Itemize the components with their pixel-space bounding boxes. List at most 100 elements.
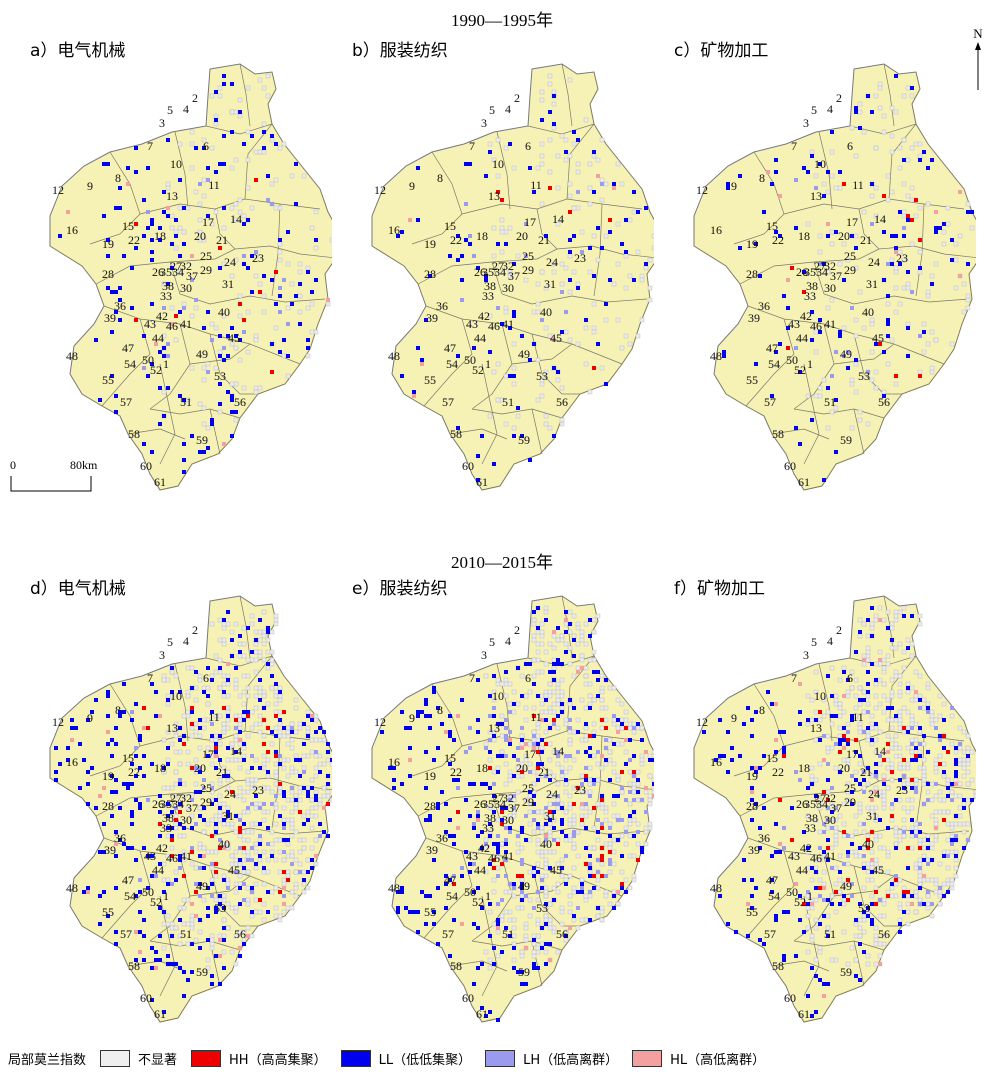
grid-cell-hl bbox=[794, 882, 798, 886]
grid-cell-hh bbox=[298, 810, 302, 814]
grid-cell-ll bbox=[870, 662, 874, 666]
grid-cell-ns bbox=[245, 157, 251, 163]
grid-cell-ns bbox=[893, 753, 899, 759]
grid-cell-ns bbox=[551, 689, 557, 695]
grid-cell-ns bbox=[277, 145, 283, 151]
grid-cell-ll bbox=[520, 886, 524, 890]
region-number: 1 bbox=[807, 357, 813, 371]
grid-cell-hl bbox=[322, 806, 326, 810]
grid-cell-ns bbox=[583, 733, 589, 739]
grid-cell-ll bbox=[858, 782, 862, 786]
grid-cell-ns bbox=[631, 729, 637, 735]
grid-cell-ns bbox=[901, 137, 907, 143]
grid-cell-ll bbox=[882, 394, 886, 398]
grid-cell-ns bbox=[189, 913, 195, 919]
grid-cell-ns bbox=[873, 369, 879, 375]
grid-cell-ll bbox=[584, 826, 588, 830]
grid-cell-lh bbox=[890, 802, 894, 806]
grid-cell-ll bbox=[786, 910, 790, 914]
grid-cell-lh bbox=[290, 862, 294, 866]
grid-cell-ns bbox=[265, 665, 271, 671]
grid-cell-ns bbox=[515, 413, 521, 419]
grid-cell-ns bbox=[201, 377, 207, 383]
grid-cell-ll bbox=[508, 142, 512, 146]
grid-cell-ll bbox=[130, 846, 134, 850]
grid-cell-hh bbox=[790, 838, 794, 842]
grid-cell-ll bbox=[134, 798, 138, 802]
grid-cell-ns bbox=[897, 693, 903, 699]
grid-cell-ll bbox=[250, 650, 254, 654]
grid-cell-ns bbox=[917, 369, 923, 375]
grid-cell-ll bbox=[830, 810, 834, 814]
grid-cell-ll bbox=[424, 702, 428, 706]
grid-cell-lh bbox=[190, 798, 194, 802]
grid-cell-ns bbox=[909, 697, 915, 703]
grid-cell-ll bbox=[496, 1018, 500, 1022]
grid-cell-hl bbox=[238, 946, 242, 950]
grid-cell-lh bbox=[270, 202, 274, 206]
grid-cell-hh bbox=[894, 878, 898, 882]
grid-cell-lh bbox=[242, 254, 246, 258]
grid-cell-ns bbox=[265, 809, 271, 815]
grid-cell-ns bbox=[181, 301, 187, 307]
grid-cell-ns bbox=[603, 805, 609, 811]
grid-cell-lh bbox=[568, 726, 572, 730]
grid-cell-ns bbox=[559, 677, 565, 683]
grid-cell-ns bbox=[917, 673, 923, 679]
grid-cell-ns bbox=[253, 657, 259, 663]
grid-cell-ll bbox=[452, 834, 456, 838]
grid-cell-ll bbox=[612, 894, 616, 898]
region-number: 47 bbox=[444, 873, 456, 887]
grid-cell-ll bbox=[512, 754, 516, 758]
grid-cell-ns bbox=[273, 613, 279, 619]
grid-cell-hh bbox=[886, 742, 890, 746]
grid-cell-ns bbox=[229, 757, 235, 763]
grid-cell-ll bbox=[806, 902, 810, 906]
grid-cell-ll bbox=[150, 998, 154, 1002]
grid-cell-ns bbox=[917, 873, 923, 879]
grid-cell-ns bbox=[193, 729, 199, 735]
grid-cell-ns bbox=[317, 797, 323, 803]
grid-cell-ll bbox=[750, 734, 754, 738]
grid-cell-ns bbox=[841, 801, 847, 807]
grid-cell-ns bbox=[885, 849, 891, 855]
grid-cell-ll bbox=[158, 958, 162, 962]
grid-cell-ns bbox=[277, 733, 283, 739]
grid-cell-ll bbox=[400, 782, 404, 786]
grid-cell-ll bbox=[278, 718, 282, 722]
grid-cell-ns bbox=[623, 333, 629, 339]
grid-cell-ns bbox=[873, 749, 879, 755]
grid-cell-hh bbox=[214, 746, 218, 750]
legend-swatch-ll bbox=[340, 1049, 371, 1067]
grid-cell-ns bbox=[583, 665, 589, 671]
region-number: 60 bbox=[462, 459, 474, 473]
grid-cell-ll bbox=[460, 278, 464, 282]
grid-cell-ns bbox=[325, 757, 331, 763]
grid-cell-ns bbox=[913, 821, 919, 827]
grid-cell-ll bbox=[444, 830, 448, 834]
grid-cell-ns bbox=[921, 741, 927, 747]
panel-label-d: d）电气机械 bbox=[30, 579, 126, 599]
grid-cell-ll bbox=[114, 930, 118, 934]
grid-cell-ll bbox=[114, 742, 118, 746]
grid-cell-ns bbox=[161, 673, 167, 679]
grid-cell-ns bbox=[559, 693, 565, 699]
grid-cell-ns bbox=[559, 385, 565, 391]
grid-cell-ll bbox=[106, 694, 110, 698]
grid-cell-ll bbox=[934, 226, 938, 230]
grid-cell-ll bbox=[118, 838, 122, 842]
grid-cell-ll bbox=[504, 670, 508, 674]
grid-cell-ns bbox=[543, 885, 549, 891]
grid-cell-ns bbox=[853, 957, 859, 963]
grid-cell-ns bbox=[837, 813, 843, 819]
grid-cell-ll bbox=[624, 762, 628, 766]
grid-cell-ns bbox=[583, 361, 589, 367]
panel-label-b: b）服装纺织 bbox=[352, 41, 448, 61]
grid-cell-ns bbox=[631, 209, 637, 215]
grid-cell-lh bbox=[532, 810, 536, 814]
grid-cell-hl bbox=[222, 442, 226, 446]
grid-cell-ns bbox=[181, 921, 187, 927]
grid-cell-ns bbox=[969, 225, 975, 231]
grid-cell-ll bbox=[798, 894, 802, 898]
grid-cell-ns bbox=[873, 857, 879, 863]
